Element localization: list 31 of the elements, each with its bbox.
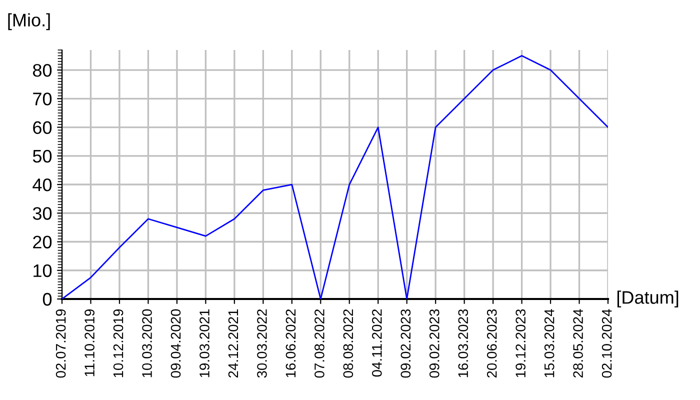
x-tick-label: 08.08.2022 — [343, 309, 354, 378]
x-tick-label: 20.06.2023 — [486, 309, 497, 378]
x-tick-label: 10.12.2019 — [113, 309, 124, 378]
y-tick-label: 70 — [33, 92, 52, 106]
x-tick-label: 07.08.2022 — [314, 309, 324, 378]
x-tick-label: 10.03.2020 — [142, 309, 152, 378]
x-tick-label: 28.05.2024 — [573, 309, 583, 378]
y-axis-title: [Mio.] — [8, 13, 50, 30]
y-tick-label: 40 — [32, 178, 52, 192]
x-tick-label: 09.04.2020 — [170, 309, 181, 378]
x-tick-label: 16.06.2022 — [286, 309, 296, 378]
x-tick-label: 30.03.2022 — [257, 309, 267, 378]
x-tick-label: 16.03.2023 — [458, 309, 468, 378]
x-tick-label: 19.12.2023 — [516, 309, 526, 378]
x-tick-label: 09.02.2023 — [400, 309, 411, 378]
y-tick-label: 0 — [42, 292, 52, 306]
x-tick-label: 19.03.2021 — [200, 309, 210, 378]
y-tick-label: 50 — [32, 150, 52, 163]
x-tick-label: 02.10.2024 — [602, 309, 612, 378]
y-tick-label: 20 — [33, 236, 52, 248]
y-tick-label: 10 — [34, 264, 52, 278]
y-tick-label: 80 — [32, 64, 52, 77]
x-tick-label: 02.07.2019 — [56, 309, 66, 378]
x-tick-label: 24.12.2021 — [228, 309, 238, 378]
x-tick-label: 11.10.2019 — [84, 309, 94, 376]
y-tick-label: 30 — [32, 207, 52, 220]
x-tick-label: 15.03.2024 — [544, 309, 554, 378]
x-tick-label: 09.02.2023 — [429, 309, 440, 378]
y-tick-label: 60 — [33, 121, 52, 134]
x-tick-label: 04.11.2022 — [372, 309, 382, 377]
x-axis-title: [Datum] — [617, 290, 678, 308]
